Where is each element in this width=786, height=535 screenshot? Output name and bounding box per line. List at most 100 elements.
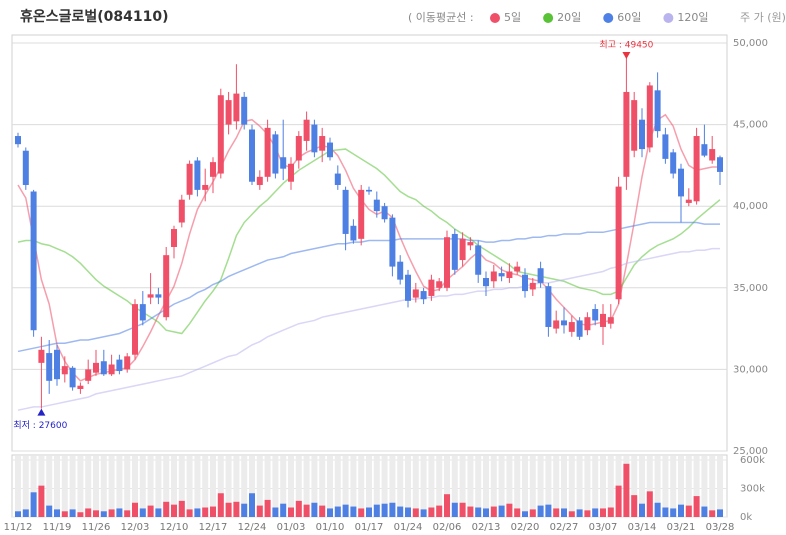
- volume-column: [607, 456, 614, 517]
- volume-bar: [132, 502, 138, 517]
- volume-bar: [584, 510, 591, 517]
- volume-column: [451, 456, 458, 517]
- volume-column: [171, 456, 177, 517]
- volume-column: [77, 456, 84, 517]
- volume-column: [280, 456, 287, 517]
- candle-body: [389, 217, 396, 267]
- volume-column: [561, 456, 567, 517]
- volume-bar: [108, 509, 115, 517]
- x-tick-label: 03/07: [589, 522, 618, 533]
- x-tick-label: 02/13: [472, 522, 501, 533]
- volume-bar: [397, 506, 404, 517]
- candle-body: [217, 95, 224, 174]
- volume-column: [600, 456, 606, 517]
- volume-bar: [241, 503, 248, 517]
- candle-body: [631, 100, 638, 151]
- volume-bar: [30, 492, 37, 517]
- candle-body: [225, 100, 232, 125]
- volume-column: [54, 456, 60, 517]
- moving-average-line: [17, 148, 721, 335]
- candle-body: [662, 134, 669, 159]
- volume-column: [475, 456, 482, 517]
- volume-column: [116, 456, 123, 517]
- candle-body: [412, 289, 419, 298]
- candle-body: [467, 242, 474, 246]
- volume-column: [522, 456, 528, 517]
- volume-bar: [264, 499, 271, 517]
- candle-body: [693, 136, 700, 202]
- candle-body: [202, 184, 209, 190]
- volume-bar: [155, 508, 162, 517]
- candle-body: [522, 274, 528, 292]
- volume-column: [108, 456, 115, 517]
- candle-body: [483, 278, 489, 287]
- candle-body: [615, 186, 622, 300]
- volume-bar: [607, 507, 614, 517]
- candle-body: [709, 149, 716, 161]
- volume-column: [381, 456, 388, 517]
- volume-bar: [22, 509, 29, 517]
- legend-dot: [543, 13, 554, 23]
- volume-bar: [436, 505, 443, 517]
- volume-bar: [85, 508, 92, 517]
- y-tick-label: 45,000: [733, 120, 768, 131]
- volume-bar: [693, 496, 700, 517]
- candle-body: [256, 176, 263, 185]
- volume-column: [444, 456, 450, 517]
- candle-body: [22, 150, 29, 185]
- volume-bar: [139, 508, 146, 517]
- volume-column: [483, 456, 489, 517]
- volume-bar: [210, 506, 216, 517]
- volume-column: [397, 456, 404, 517]
- candle-body: [155, 294, 162, 298]
- volume-bar: [678, 504, 684, 517]
- volume-bar: [163, 501, 170, 517]
- volume-bar: [171, 504, 177, 517]
- volume-column: [537, 456, 544, 517]
- candle-body: [607, 317, 614, 324]
- volume-bar: [202, 507, 209, 517]
- volume-bar: [303, 504, 310, 517]
- volume-bar: [662, 507, 669, 517]
- volume-column: [225, 456, 232, 517]
- candle-body: [38, 349, 45, 363]
- volume-bar: [506, 503, 513, 517]
- candle-body: [171, 229, 177, 247]
- volume-column: [272, 456, 279, 517]
- volume-column: [693, 456, 700, 517]
- x-tick-label: 12/17: [199, 522, 228, 533]
- volume-column: [85, 456, 92, 517]
- candle-body: [553, 320, 560, 329]
- volume-bar: [327, 508, 333, 517]
- volume-column: [15, 456, 21, 517]
- candle-body: [350, 225, 357, 241]
- volume-column: [249, 456, 255, 517]
- volume-bar: [553, 508, 560, 517]
- volume-bar: [288, 507, 294, 517]
- volume-column: [428, 456, 435, 517]
- volume-column: [350, 456, 357, 517]
- volume-bar: [709, 510, 716, 517]
- candle-body: [685, 199, 692, 203]
- candle-body: [436, 281, 443, 288]
- volume-bar: [186, 509, 193, 517]
- volume-bar: [623, 463, 630, 517]
- volume-column: [529, 456, 536, 517]
- volume-bar: [93, 510, 99, 517]
- volume-column: [412, 456, 419, 517]
- volume-column: [22, 456, 29, 517]
- volume-bar: [475, 507, 482, 517]
- y-tick-label: 25,000: [733, 446, 768, 457]
- volume-bar: [15, 511, 21, 517]
- x-tick-label: 11/26: [82, 522, 111, 533]
- candle-body: [295, 136, 302, 161]
- candle-body: [194, 160, 201, 190]
- high-marker: [622, 51, 631, 59]
- volume-column: [163, 456, 170, 517]
- volume-bar: [576, 509, 583, 517]
- volume-column: [436, 456, 443, 517]
- volume-column: [576, 456, 583, 517]
- candle-body: [46, 353, 53, 381]
- volume-bar: [592, 508, 599, 517]
- volume-bar: [545, 504, 552, 517]
